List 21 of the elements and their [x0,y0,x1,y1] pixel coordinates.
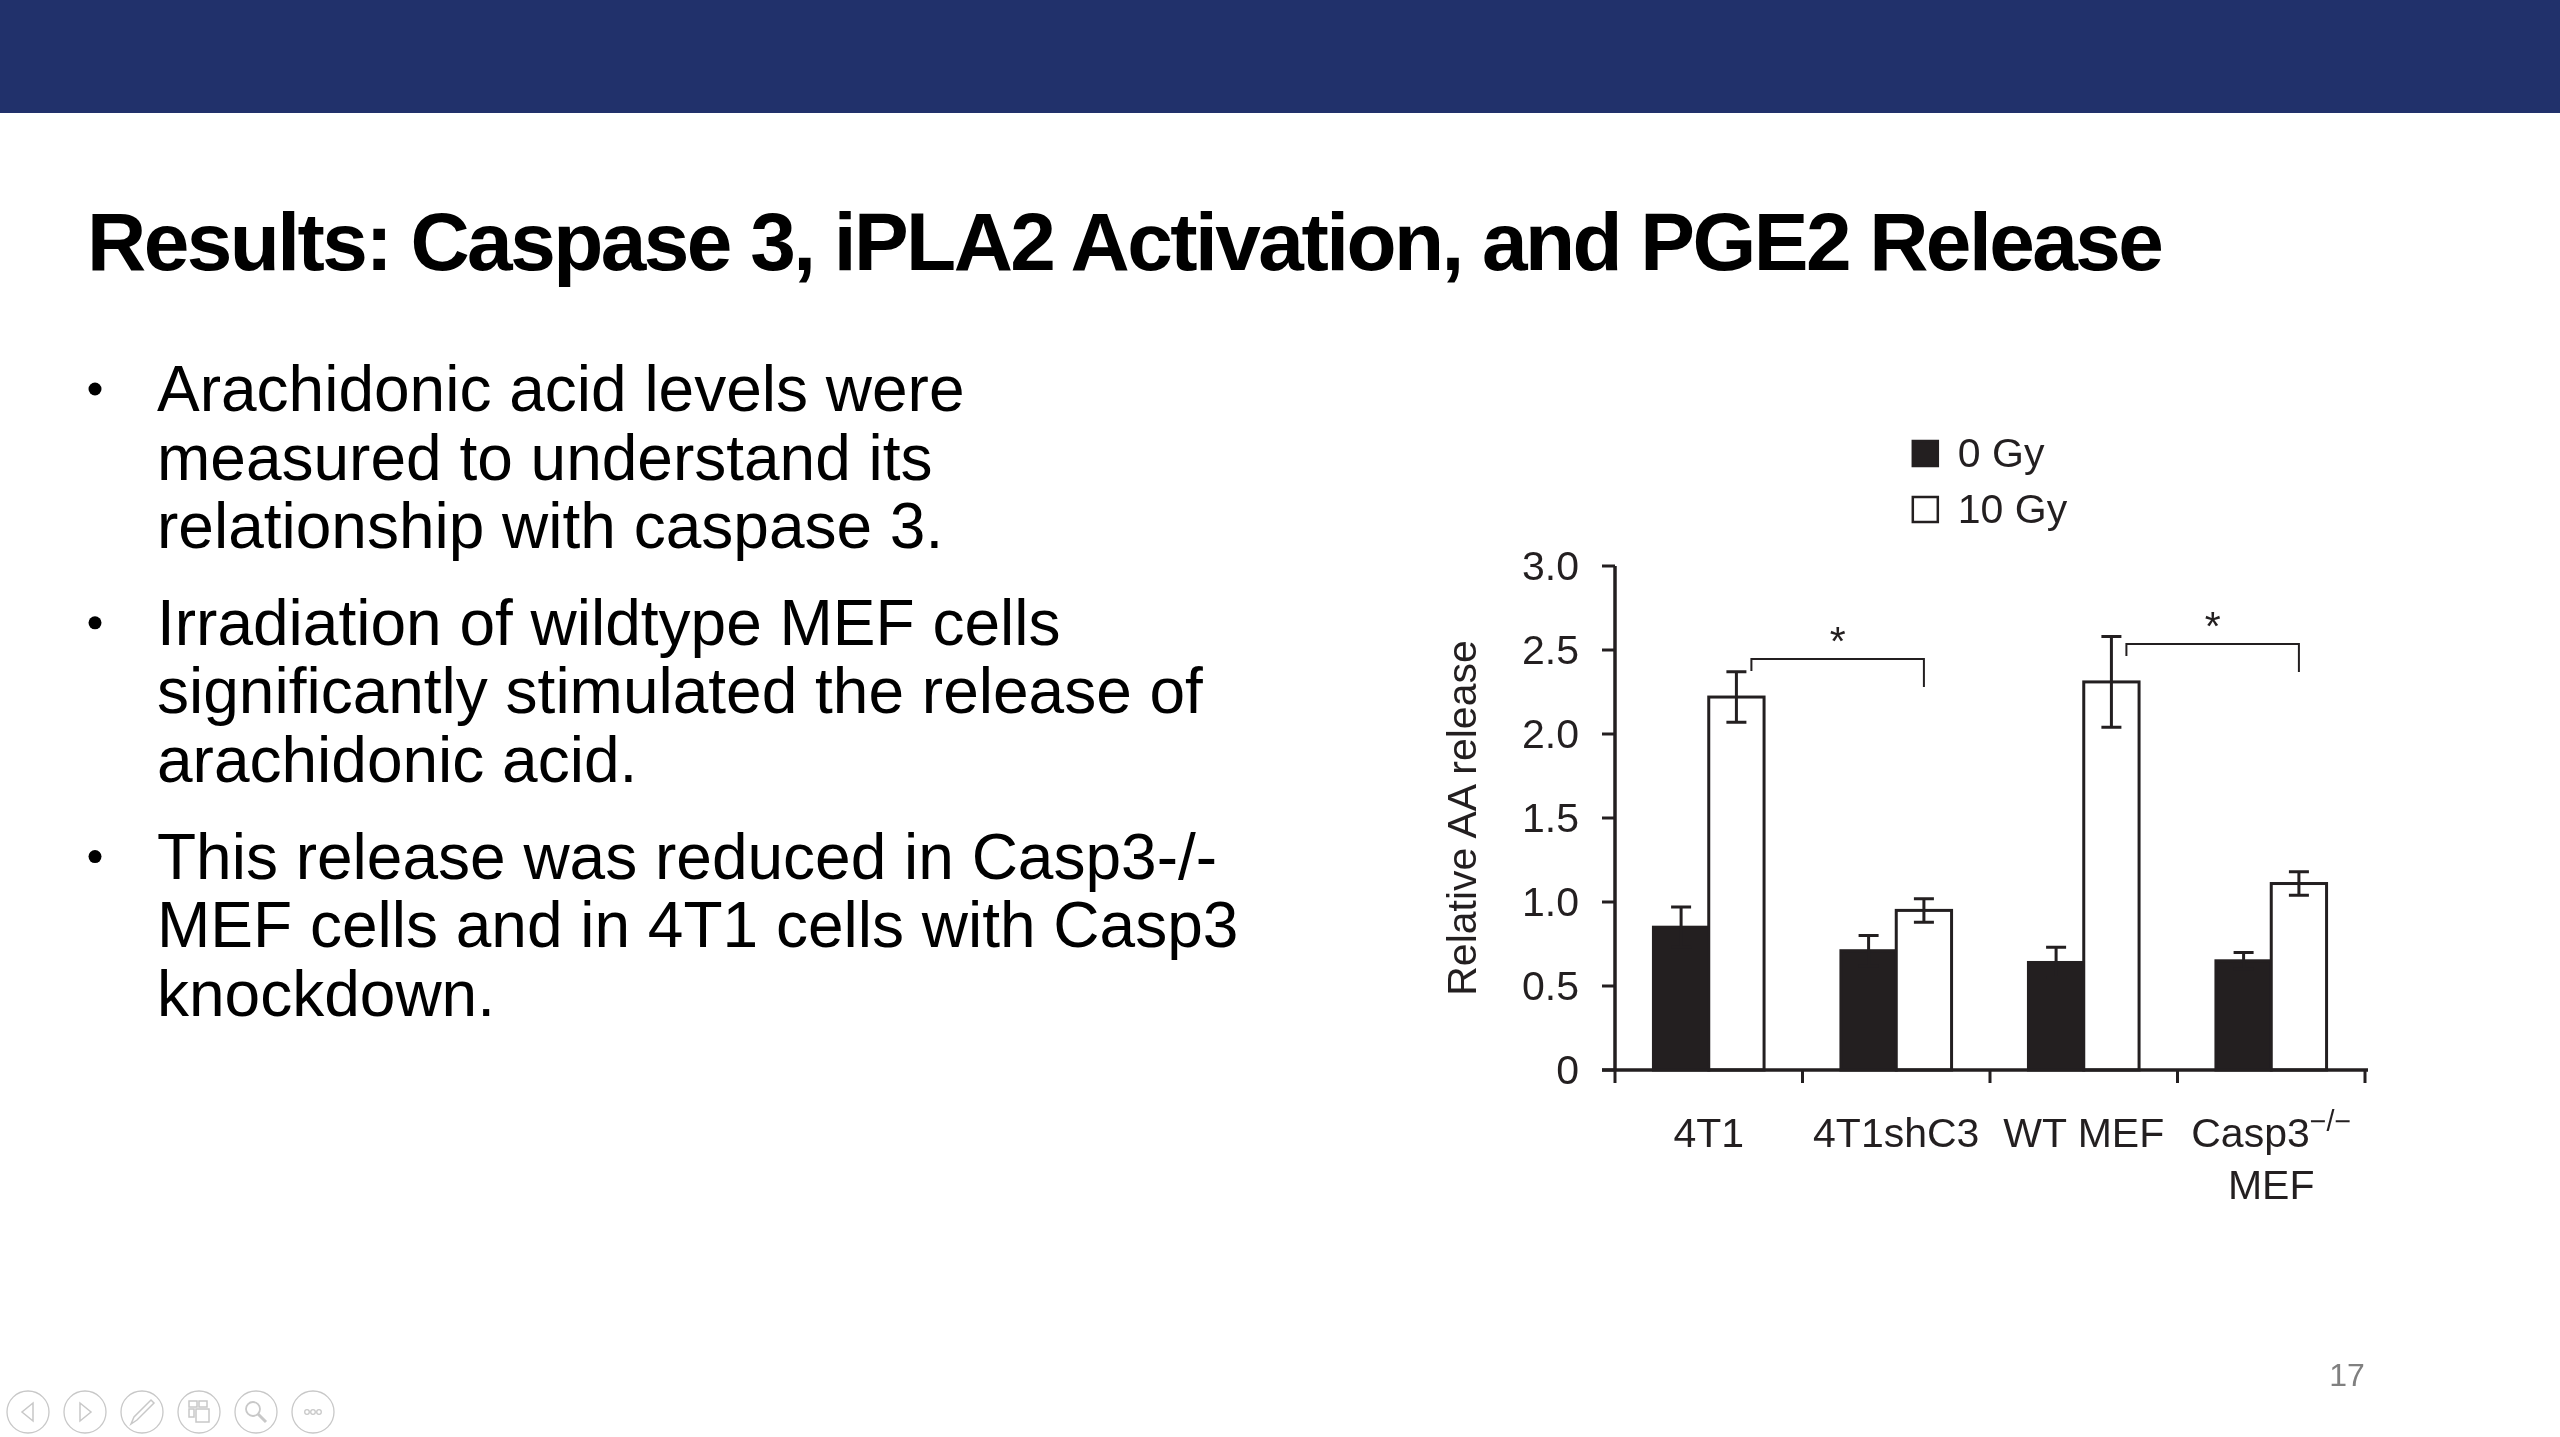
x-tick-label: Casp3$^{−/−}$ MEF [2191,1105,2352,1208]
text: Irradiation of wildtype MEF cells significantly stimulated the release of arachidonic acid. [157,586,1204,796]
x-tick-label: 4T1 [1673,1110,1745,1156]
x-tick-label: 4T1shC3 [1813,1110,1980,1156]
legend-label: 0 Gy [1957,430,2045,476]
y-tick-label: 3.0 [1522,543,1579,590]
text: Arachidonic acid levels were measured to understand its relationship with caspase 3. [157,353,965,563]
y-tick-label: 0.5 [1522,963,1579,1010]
y-tick-label: 0 [1556,1047,1579,1094]
text: 17 [2329,1357,2365,1393]
x-tick-label: WT MEF [2003,1110,2165,1156]
y-axis-title: Relative AA release [1439,640,1485,996]
y-tick-label: 2.5 [1522,627,1579,674]
y-tick-label: 1.5 [1522,795,1579,842]
chart-title: Results: Caspase 3, iPLA2 Activation, and PGE2 Release [87,196,2162,287]
annotation: * [1829,618,1846,665]
y-tick-label: 2.0 [1522,711,1579,758]
text: This release was reduced in Casp3-/- MEF cells and in 4T1 cells with Casp3 knockdown. [157,820,1239,1030]
y-tick-label: 1.0 [1522,879,1579,926]
legend-label: 10 Gy [1957,486,2068,532]
annotation: * [2204,602,2221,649]
